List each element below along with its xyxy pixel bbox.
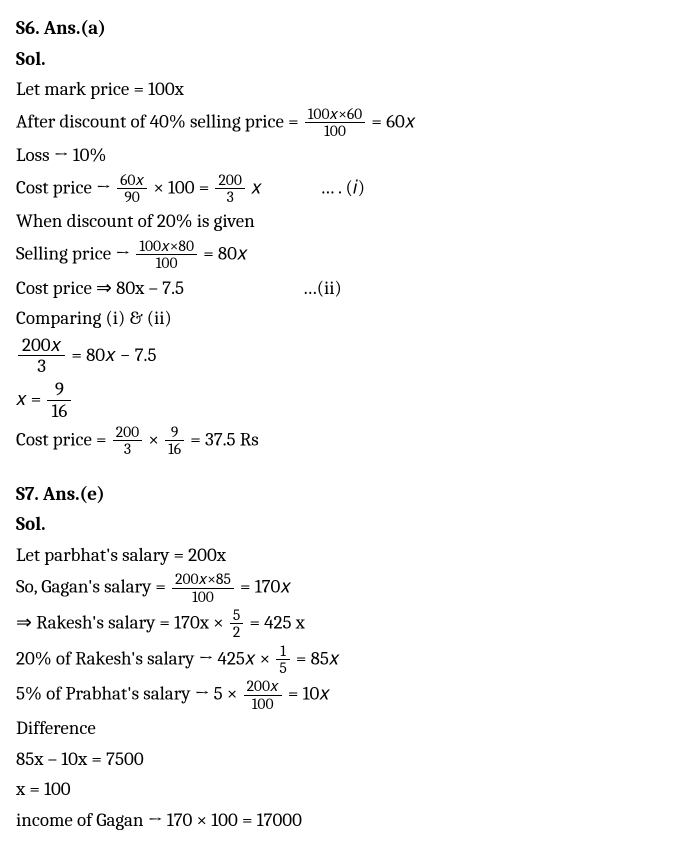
s6-l10: 𝑥 = 9 16 bbox=[16, 379, 675, 422]
text: = 10𝑥 bbox=[288, 683, 330, 705]
s6-l5: When discount of 20% is given bbox=[16, 207, 675, 236]
s7-l7: 85x – 10x = 7500 bbox=[16, 745, 675, 774]
s7-l9: income of Gagan → 170 × 100 = 17000 bbox=[16, 806, 675, 835]
eq-ref: …(ii) bbox=[302, 277, 341, 299]
numerator: 100𝑥×60 bbox=[305, 106, 365, 123]
s7-l8: x = 100 bbox=[16, 775, 675, 804]
fraction: 100𝑥×60 100 bbox=[305, 106, 365, 140]
eq-ref: … . (𝑖) bbox=[320, 176, 365, 198]
fraction: 100𝑥×80 100 bbox=[136, 238, 197, 272]
s6-l9: 200𝑥 3 = 80𝑥 − 7.5 bbox=[16, 335, 675, 378]
denominator: 100 bbox=[305, 123, 365, 139]
numerator: 200 bbox=[113, 424, 142, 441]
numerator: 9 bbox=[47, 379, 71, 401]
denominator: 100 bbox=[172, 589, 234, 605]
text: So, Gagan's salary = bbox=[16, 576, 170, 598]
text: = 425 x bbox=[249, 611, 304, 633]
s6-header: S6. Ans.(a) bbox=[16, 14, 675, 43]
text: = 80𝑥 bbox=[203, 242, 247, 264]
numerator: 9 bbox=[165, 424, 184, 441]
fraction: 200𝑥×85 100 bbox=[172, 571, 234, 605]
text: Cost price → bbox=[16, 176, 115, 198]
text: = 37.5 Rs bbox=[190, 428, 258, 450]
text: 20% of Rakesh's salary → 425𝑥 × bbox=[16, 647, 274, 669]
fraction: 1 5 bbox=[276, 643, 289, 677]
s7-sol: Sol. bbox=[16, 510, 675, 539]
text: Cost price ⇒ 80x – 7.5 bbox=[16, 277, 184, 299]
s6-l7: Cost price ⇒ 80x – 7.5 …(ii) bbox=[16, 274, 675, 303]
denominator: 16 bbox=[165, 441, 184, 457]
denominator: 5 bbox=[276, 660, 289, 676]
s7-l3: ⇒ Rakesh's salary = 170x × 5 2 = 425 x bbox=[16, 607, 675, 641]
fraction: 200𝑥 100 bbox=[244, 678, 282, 712]
s6-l1: Let mark price = 100x bbox=[16, 75, 675, 104]
text: Cost price = bbox=[16, 428, 111, 450]
fraction: 200𝑥 3 bbox=[18, 335, 65, 378]
s7-l2: So, Gagan's salary = 200𝑥×85 100 = 170𝑥 bbox=[16, 571, 675, 605]
text: = 60𝑥 bbox=[371, 110, 415, 132]
denominator: 100 bbox=[244, 696, 282, 712]
fraction: 200 3 bbox=[113, 424, 142, 458]
denominator: 90 bbox=[117, 189, 147, 205]
text: 𝑥 bbox=[251, 176, 262, 198]
s7-l1: Let parbhat's salary = 200x bbox=[16, 541, 675, 570]
text: 𝑥 = bbox=[16, 388, 45, 410]
denominator: 100 bbox=[136, 255, 197, 271]
denominator: 3 bbox=[215, 189, 244, 205]
fraction: 60𝑥 90 bbox=[117, 172, 147, 206]
s7-header: S7. Ans.(e) bbox=[16, 480, 675, 509]
s7-l6: Difference bbox=[16, 714, 675, 743]
numerator: 200𝑥 bbox=[18, 335, 65, 357]
text: 5% of Prabhat's salary → 5 × bbox=[16, 683, 242, 705]
s6-l4: Cost price → 60𝑥 90 × 100 = 200 3 𝑥 … . … bbox=[16, 172, 675, 206]
denominator: 16 bbox=[47, 401, 71, 422]
text: After discount of 40% selling price = bbox=[16, 110, 303, 132]
denominator: 3 bbox=[113, 441, 142, 457]
numerator: 1 bbox=[276, 643, 289, 660]
text: = 170𝑥 bbox=[240, 576, 291, 598]
s6-l11: Cost price = 200 3 × 9 16 = 37.5 Rs bbox=[16, 424, 675, 458]
numerator: 200𝑥 bbox=[244, 678, 282, 695]
numerator: 200𝑥×85 bbox=[172, 571, 234, 588]
s7-l4: 20% of Rakesh's salary → 425𝑥 × 1 5 = 85… bbox=[16, 643, 675, 677]
denominator: 2 bbox=[230, 624, 243, 640]
text: Selling price → bbox=[16, 242, 134, 264]
text: × 100 = bbox=[153, 176, 213, 198]
text: = 80𝑥 − 7.5 bbox=[71, 343, 156, 365]
text: × bbox=[148, 428, 163, 450]
numerator: 100𝑥×80 bbox=[136, 238, 197, 255]
numerator: 60𝑥 bbox=[117, 172, 147, 189]
fraction: 200 3 bbox=[215, 172, 244, 206]
s6-l2: After discount of 40% selling price = 10… bbox=[16, 106, 675, 140]
text: ⇒ Rakesh's salary = 170x × bbox=[16, 611, 228, 633]
fraction: 9 16 bbox=[47, 379, 71, 422]
section-gap bbox=[16, 460, 675, 478]
text: = 85𝑥 bbox=[296, 647, 340, 669]
s6-l3: Loss → 10% bbox=[16, 141, 675, 170]
s6-l6: Selling price → 100𝑥×80 100 = 80𝑥 bbox=[16, 238, 675, 272]
denominator: 3 bbox=[18, 356, 65, 377]
fraction: 9 16 bbox=[165, 424, 184, 458]
numerator: 200 bbox=[215, 172, 244, 189]
s7-l5: 5% of Prabhat's salary → 5 × 200𝑥 100 = … bbox=[16, 678, 675, 712]
s6-sol: Sol. bbox=[16, 45, 675, 74]
s6-l8: Comparing (i) & (ii) bbox=[16, 304, 675, 333]
numerator: 5 bbox=[230, 607, 243, 624]
fraction: 5 2 bbox=[230, 607, 243, 641]
